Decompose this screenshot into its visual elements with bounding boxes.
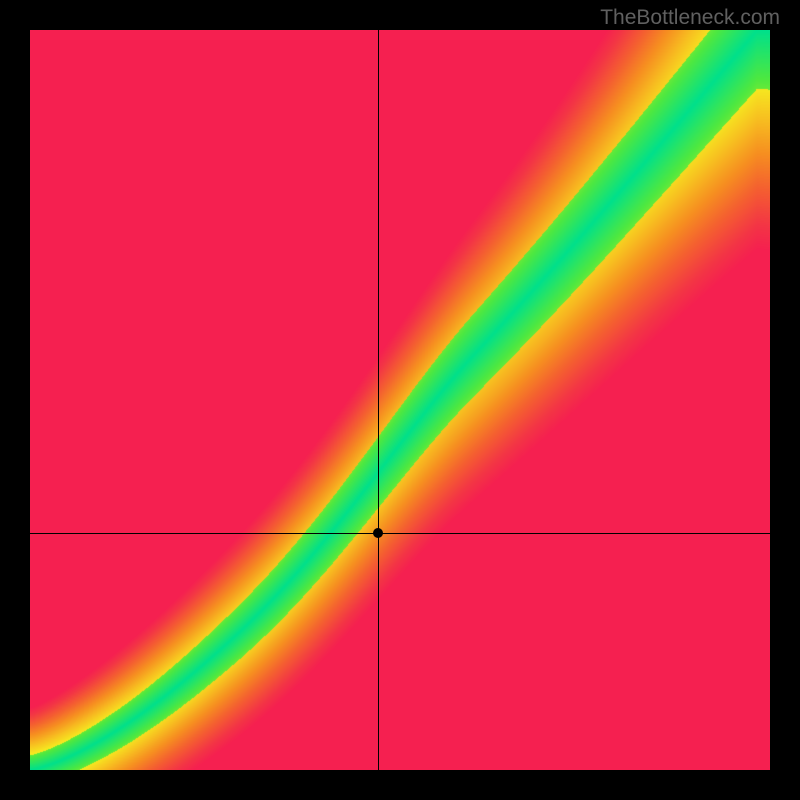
crosshair-marker [373,528,383,538]
heatmap-plot [30,30,770,770]
crosshair-horizontal [30,533,770,534]
heatmap-canvas [30,30,770,770]
crosshair-vertical [378,30,379,770]
watermark-text: TheBottleneck.com [600,6,780,30]
